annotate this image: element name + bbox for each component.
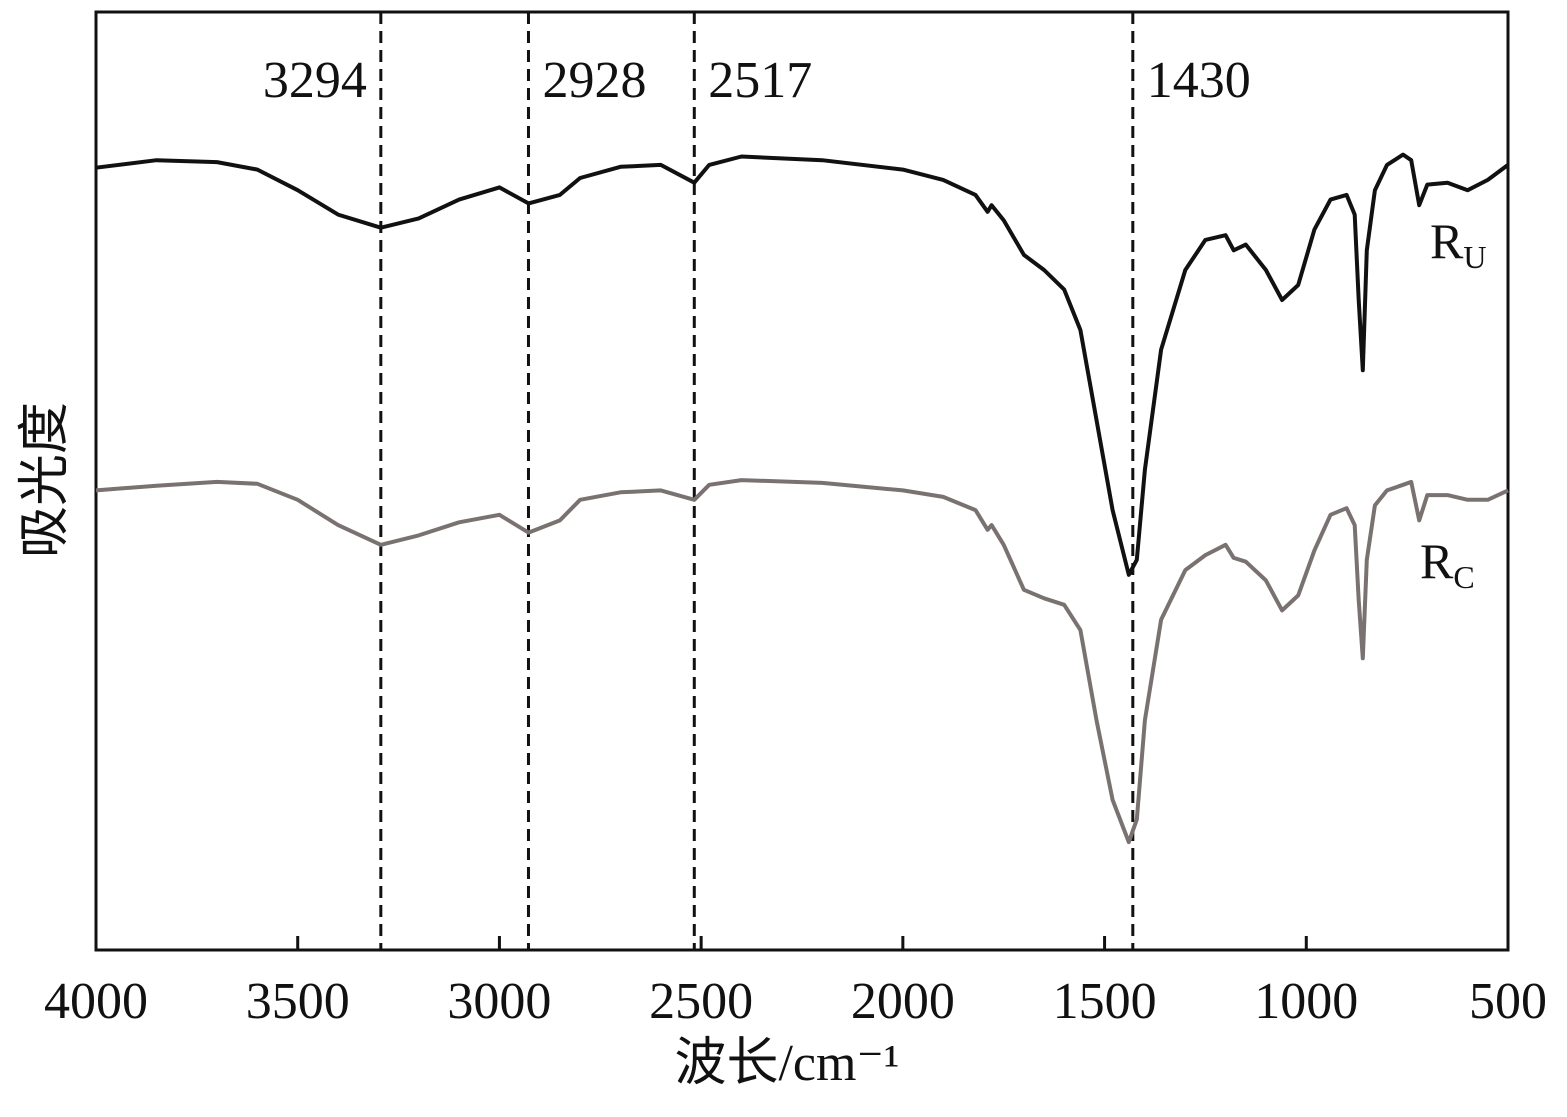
series-label: RC <box>1420 533 1475 595</box>
reference-label: 3294 <box>263 52 367 109</box>
reference-label: 2517 <box>708 52 812 109</box>
reference-label: 1430 <box>1147 52 1251 109</box>
x-tick-label: 1000 <box>1254 973 1358 1030</box>
plot-frame <box>94 10 1510 952</box>
y-axis-label: 吸光度 <box>17 402 74 558</box>
series-name: R <box>1430 213 1464 269</box>
series-subscript: U <box>1463 239 1486 275</box>
x-tick-label: 3000 <box>447 973 551 1030</box>
series-label: RU <box>1430 213 1486 275</box>
x-axis-label: 波长/cm⁻¹ <box>674 1035 899 1092</box>
x-tick-label: 2500 <box>649 973 753 1030</box>
x-tick-label: 4000 <box>44 973 148 1030</box>
x-tick-label: 3500 <box>246 973 350 1030</box>
x-tick-label: 2000 <box>851 973 955 1030</box>
series-subscript: C <box>1453 559 1474 595</box>
x-tick-label: 500 <box>1469 973 1547 1030</box>
reference-label: 2928 <box>542 52 646 109</box>
spectrum-line <box>95 152 1510 577</box>
x-tick-label: 1500 <box>1053 973 1157 1030</box>
series-name: R <box>1420 533 1454 589</box>
spectrum-line <box>95 478 1509 845</box>
